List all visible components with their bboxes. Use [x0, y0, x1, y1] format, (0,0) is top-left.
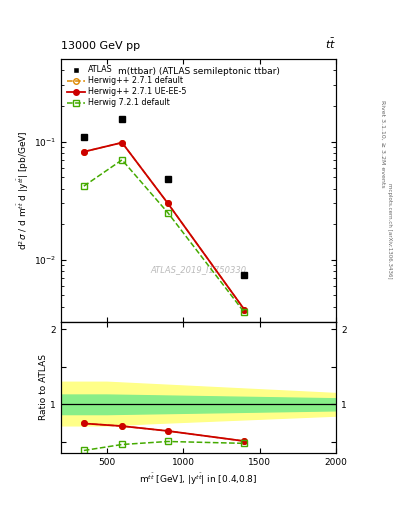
Text: 13000 GeV pp: 13000 GeV pp: [61, 41, 140, 51]
Y-axis label: Ratio to ATLAS: Ratio to ATLAS: [39, 354, 48, 420]
Y-axis label: d$^2\sigma$ / d m$^{t\bar{t}}$ d |y$^{t\bar{t}}$| [pb/GeV]: d$^2\sigma$ / d m$^{t\bar{t}}$ d |y$^{t\…: [15, 131, 31, 250]
Text: ATLAS_2019_I1750330: ATLAS_2019_I1750330: [151, 265, 246, 273]
Text: mcplots.cern.ch [arXiv:1306.3436]: mcplots.cern.ch [arXiv:1306.3436]: [387, 183, 391, 278]
Text: m(ttbar) (ATLAS semileptonic ttbar): m(ttbar) (ATLAS semileptonic ttbar): [118, 67, 279, 76]
Text: $t\bar{t}$: $t\bar{t}$: [325, 37, 336, 51]
X-axis label: m$^{t\bar{t}}$ [GeV], |y$^{t\bar{t}}$| in [0.4,0.8]: m$^{t\bar{t}}$ [GeV], |y$^{t\bar{t}}$| i…: [139, 471, 258, 487]
Text: Rivet 3.1.10, ≥ 3.2M events: Rivet 3.1.10, ≥ 3.2M events: [381, 99, 386, 187]
Legend: ATLAS, Herwig++ 2.7.1 default, Herwig++ 2.7.1 UE-EE-5, Herwig 7.2.1 default: ATLAS, Herwig++ 2.7.1 default, Herwig++ …: [65, 63, 189, 110]
